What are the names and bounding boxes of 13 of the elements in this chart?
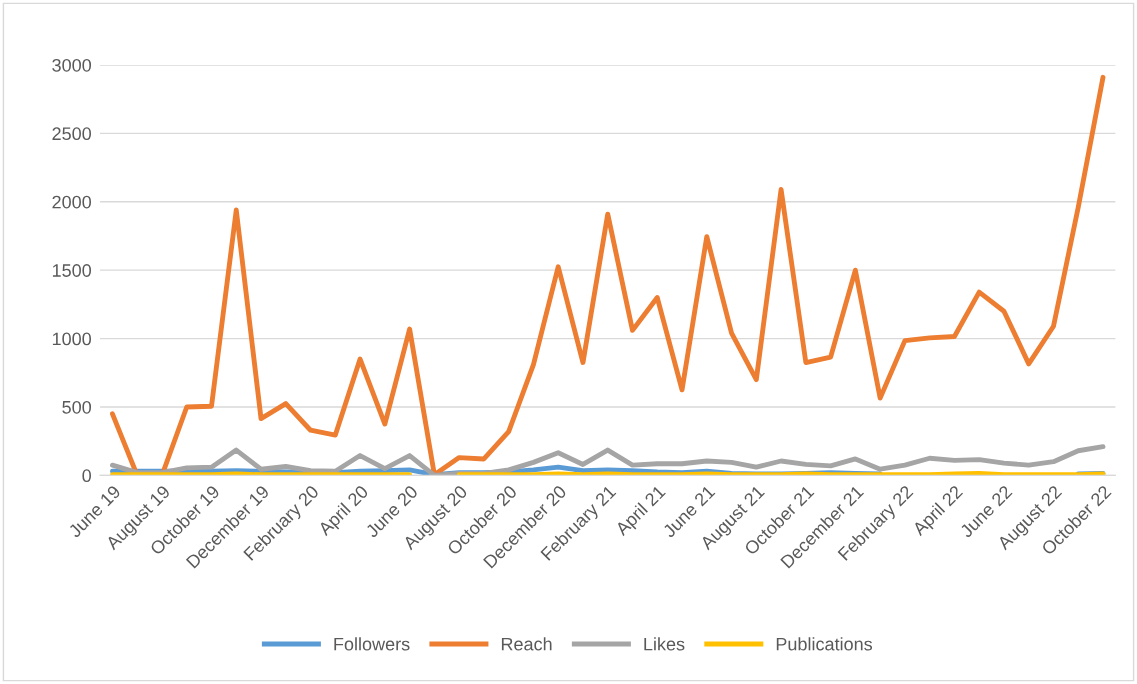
legend-label: Followers	[334, 637, 410, 651]
legend-label: Reach	[501, 637, 552, 651]
legend-label: Publications	[776, 637, 873, 651]
y-tick-label: 1000	[52, 332, 92, 346]
y-tick-label: 2500	[52, 127, 92, 141]
line-series	[110, 444, 1106, 476]
y-tick-label: 500	[62, 400, 92, 414]
legend-label: Likes	[644, 637, 685, 651]
y-tick-label: 3000	[52, 58, 92, 72]
line-series	[110, 74, 1106, 476]
y-tick-label: 2000	[52, 195, 92, 209]
y-tick-label: 1500	[52, 264, 92, 277]
y-tick-label: 0	[82, 469, 92, 483]
